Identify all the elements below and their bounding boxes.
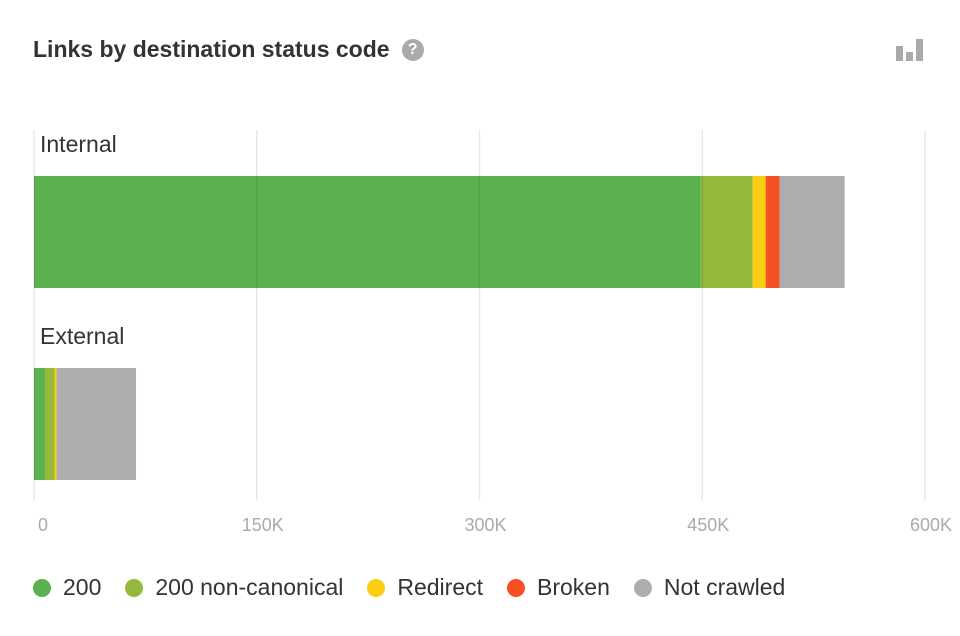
chart-title: Links by destination status code ?: [33, 36, 424, 63]
bar-segment-external-4: [56, 368, 137, 480]
bar-segment-external-2: [54, 368, 57, 480]
legend-label: 200: [63, 574, 102, 600]
x-tick-label: 450K: [687, 515, 729, 535]
legend-dot-icon: [125, 578, 144, 597]
legend-dot-icon: [633, 578, 652, 597]
bar-chart-icon[interactable]: [896, 38, 924, 62]
legend-dot-icon: [367, 578, 386, 597]
legend-item[interactable]: 200 non-canonical: [125, 574, 343, 601]
legend-label: 200 non-canonical: [155, 574, 344, 600]
legend-label: Not crawled: [663, 574, 786, 600]
legend-item[interactable]: 200: [33, 574, 101, 601]
legend-label: Broken: [537, 574, 610, 600]
x-tick-label: 0: [38, 515, 48, 535]
stacked-bar-chart: Internal External 0 150K 300K 450K 600K: [33, 130, 952, 535]
category-label: External: [40, 323, 124, 349]
legend-dot-icon: [507, 578, 526, 597]
question-circle-icon[interactable]: ?: [401, 38, 424, 61]
x-tick-label: 150K: [242, 515, 284, 535]
bar-segment-internal-3: [765, 176, 780, 288]
legend-item[interactable]: Broken: [507, 574, 610, 601]
legend-label: Redirect: [397, 574, 484, 600]
bar-segment-external-1: [44, 368, 55, 480]
legend-item[interactable]: Redirect: [367, 574, 483, 601]
bar-segment-external-0: [34, 368, 45, 480]
legend-item[interactable]: Not crawled: [633, 574, 786, 601]
x-tick-label: 600K: [910, 515, 952, 535]
chart-title-text: Links by destination status code: [33, 36, 390, 62]
bar-segment-internal-2: [752, 176, 766, 288]
legend-dot-icon: [33, 578, 51, 597]
category-label: Internal: [40, 131, 117, 157]
bar-segment-internal-1: [700, 176, 753, 288]
bar-segment-internal-4: [779, 176, 845, 288]
legend: 200 200 non-canonical Redirect Broken Not cr…: [33, 574, 809, 601]
x-tick-label: 300K: [464, 515, 506, 535]
bar-segment-internal-0: [34, 176, 701, 288]
